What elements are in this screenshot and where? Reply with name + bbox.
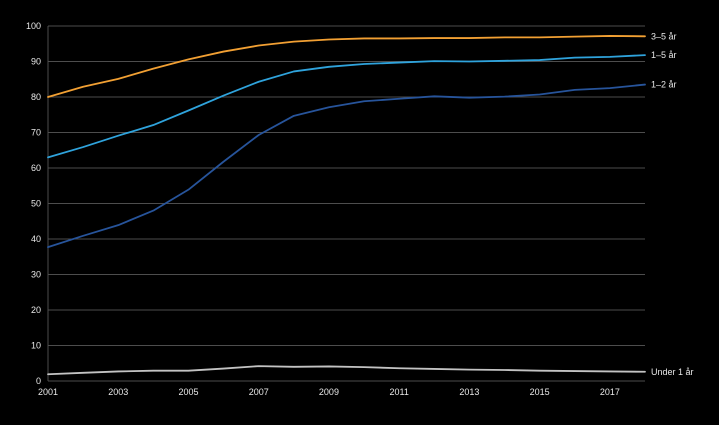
y-tick-label: 100	[26, 21, 41, 31]
series-line-1-2-ar	[47, 83, 646, 249]
x-tick-label: 2009	[319, 387, 339, 397]
y-tick-label: 80	[31, 92, 41, 102]
series-label-1-2-ar: 1–2 år	[651, 80, 677, 90]
y-tick-label: 0	[36, 376, 41, 386]
x-tick-label: 2005	[178, 387, 198, 397]
x-tick-label: 2007	[249, 387, 269, 397]
y-tick-label: 10	[31, 341, 41, 351]
y-tick-label: 20	[31, 305, 41, 315]
y-tick-label: 90	[31, 57, 41, 67]
series-label-under-1-ar: Under 1 år	[651, 367, 694, 377]
x-tick-label: 2001	[38, 387, 58, 397]
y-tick-label: 40	[31, 234, 41, 244]
x-tick-label: 2011	[389, 387, 408, 397]
series-label-3-5-ar: 3–5 år	[651, 31, 677, 41]
series-label-1-5-ar: 1–5 år	[651, 50, 677, 60]
series-line-1-5-ar	[47, 54, 646, 159]
series-line-under-1-ar	[47, 365, 646, 376]
series-line-3-5-ar	[47, 35, 646, 98]
x-tick-label: 2017	[600, 387, 620, 397]
x-tick-label: 2015	[530, 387, 550, 397]
y-tick-label: 50	[31, 199, 41, 209]
x-tick-label: 2013	[459, 387, 479, 397]
y-tick-label: 30	[31, 270, 41, 280]
y-tick-label: 60	[31, 163, 41, 173]
x-tick-label: 2003	[108, 387, 128, 397]
y-tick-label: 70	[31, 128, 41, 138]
